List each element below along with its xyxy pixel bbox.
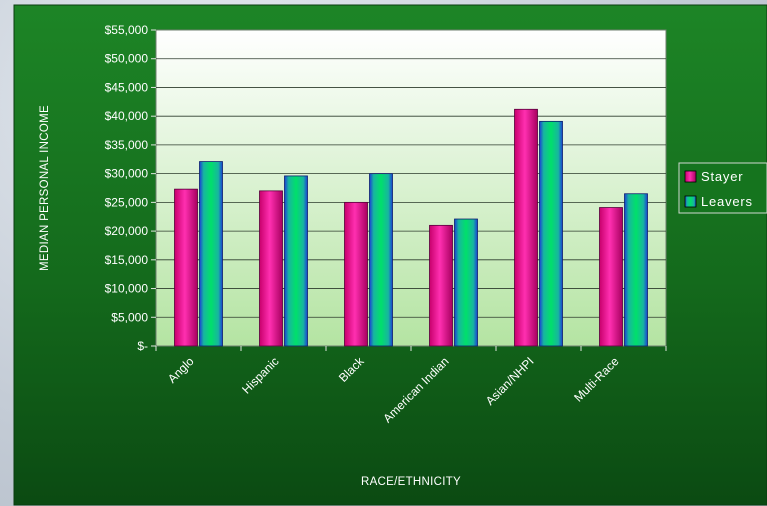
bar-stayer-hispanic — [259, 190, 283, 347]
y-tick-label: $50,000 — [105, 52, 149, 66]
legend-swatch-stayer — [684, 170, 697, 183]
bar-stayer-anglo — [174, 188, 198, 347]
bar-leavers-anglo — [199, 161, 223, 347]
y-tick-label: $45,000 — [105, 80, 149, 94]
y-tick-label: $40,000 — [105, 109, 149, 123]
y-tick-label: $15,000 — [105, 253, 149, 267]
bar-leavers-multi-race — [624, 193, 648, 347]
y-tick-label: $10,000 — [105, 282, 149, 296]
x-axis-title: RACE/ETHNICITY — [361, 476, 461, 488]
y-tick-label: $35,000 — [105, 138, 149, 152]
bar-leavers-american-indian — [454, 218, 478, 347]
bar-leavers-black — [369, 173, 393, 347]
bar-stayer-black — [344, 201, 368, 347]
y-tick-label: $55,000 — [105, 23, 149, 37]
y-tick-label: $30,000 — [105, 167, 149, 181]
bar-leavers-asian-nhpi — [539, 120, 563, 347]
bar-stayer-multi-race — [599, 207, 623, 347]
y-axis-ticks: $- $5,000 $10,000 $15,000 $20,000 $25,000 $30,… — [105, 23, 156, 353]
y-tick-label: $20,000 — [105, 224, 149, 238]
plot-area — [155, 29, 667, 347]
legend-swatch-leavers — [684, 195, 697, 208]
y-tick-label: $25,000 — [105, 195, 149, 209]
bars — [174, 108, 648, 347]
bar-leavers-hispanic — [284, 175, 308, 347]
bar-stayer-asian-nhpi — [514, 108, 538, 347]
y-tick-label: $5,000 — [111, 310, 148, 324]
legend-label-stayer: Stayer — [701, 169, 743, 184]
y-tick-label: $- — [137, 339, 148, 353]
legend-label-leavers: Leavers — [701, 194, 753, 209]
y-axis-title: MEDIAN PERSONAL INCOME — [39, 105, 51, 271]
legend: Stayer Leavers — [678, 162, 767, 214]
bar-stayer-american-indian — [429, 224, 453, 347]
gridlines — [156, 58, 666, 318]
